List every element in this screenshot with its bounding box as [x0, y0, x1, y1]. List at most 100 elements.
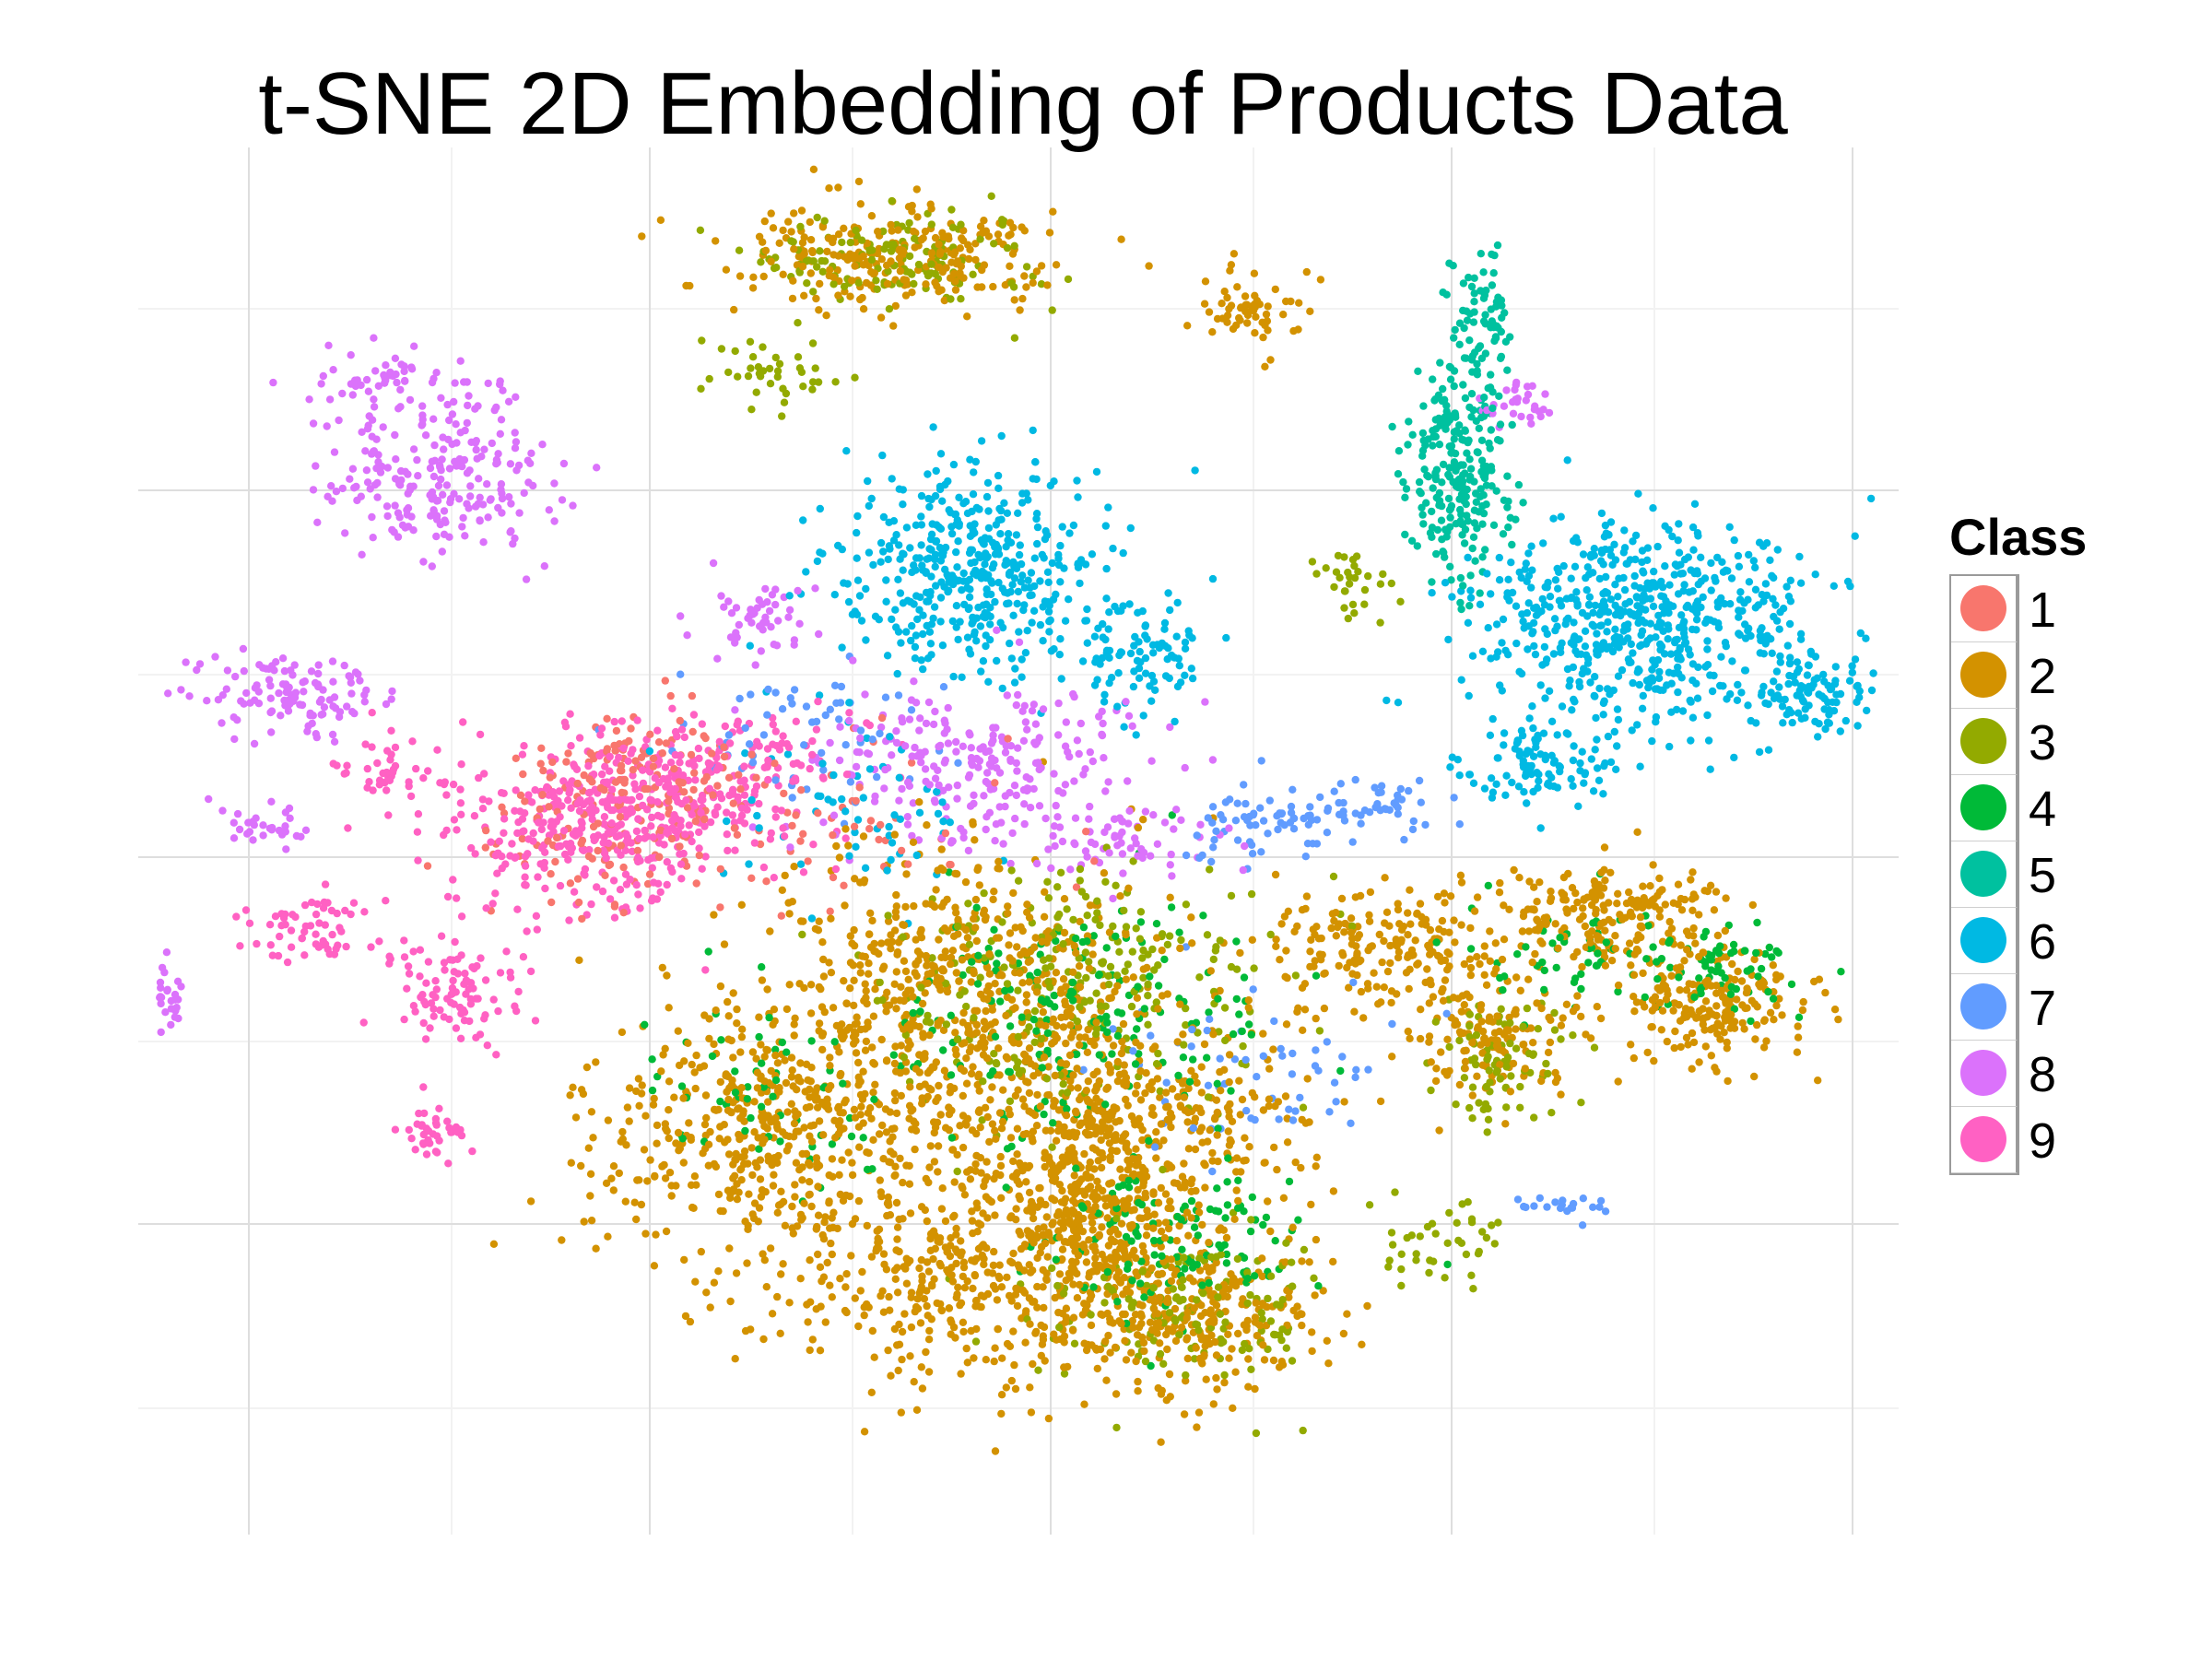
data-point-class-8	[1019, 736, 1029, 745]
data-point-class-6	[1023, 627, 1031, 635]
data-point-class-2	[1359, 1014, 1368, 1022]
data-point-class-2	[1323, 1336, 1332, 1346]
data-point-class-6	[785, 592, 794, 600]
data-point-class-1	[771, 759, 779, 768]
data-point-class-6	[1098, 653, 1107, 663]
data-point-class-2	[1573, 898, 1582, 907]
data-point-class-2	[1117, 1219, 1126, 1228]
data-point-class-8	[497, 480, 506, 488]
data-point-class-8	[229, 834, 239, 842]
data-point-class-2	[1086, 1182, 1095, 1191]
data-point-class-6	[802, 568, 810, 576]
data-point-class-3	[1101, 877, 1110, 886]
data-point-class-2	[1197, 1088, 1206, 1097]
data-point-class-8	[995, 803, 1004, 811]
data-point-class-2	[1676, 1017, 1685, 1025]
data-point-class-2	[763, 985, 771, 994]
data-point-class-2	[1141, 1189, 1149, 1198]
data-point-class-3	[1458, 1200, 1466, 1208]
data-point-class-2	[1097, 1163, 1106, 1172]
data-point-class-2	[649, 1100, 658, 1109]
data-point-class-8	[230, 735, 239, 744]
data-point-class-2	[924, 1368, 934, 1376]
data-point-class-2	[1677, 906, 1687, 914]
data-point-class-8	[324, 492, 332, 500]
data-point-class-8	[239, 644, 248, 653]
data-point-class-3	[910, 279, 918, 288]
data-point-class-2	[1085, 964, 1094, 972]
data-point-class-8	[524, 456, 532, 465]
data-point-class-4	[1240, 1207, 1248, 1216]
data-point-class-9	[426, 1024, 434, 1032]
data-point-class-2	[1277, 920, 1286, 928]
data-point-class-2	[815, 1117, 824, 1125]
data-point-class-9	[519, 953, 528, 961]
data-point-class-5	[1429, 375, 1437, 383]
data-point-class-5	[1419, 402, 1428, 410]
data-point-class-2	[1100, 869, 1109, 877]
data-point-class-6	[895, 541, 903, 549]
data-point-class-9	[488, 900, 497, 908]
data-point-class-9	[453, 894, 461, 902]
data-point-class-2	[1250, 269, 1259, 277]
data-point-class-4	[1248, 1193, 1257, 1202]
data-point-class-2	[1016, 1194, 1024, 1204]
data-point-class-4	[1614, 987, 1622, 996]
data-point-class-4	[1223, 1201, 1232, 1209]
data-point-class-8	[428, 562, 436, 571]
data-point-class-8	[1181, 763, 1189, 772]
data-point-class-2	[1103, 1083, 1112, 1092]
data-point-class-2	[759, 1335, 768, 1344]
data-point-class-9	[281, 921, 289, 929]
data-point-class-8	[286, 814, 294, 822]
data-point-class-2	[653, 1139, 661, 1147]
data-point-class-2	[910, 1378, 918, 1386]
data-point-class-6	[1745, 578, 1754, 586]
data-point-class-6	[853, 554, 861, 562]
data-point-class-9	[677, 822, 685, 830]
data-point-class-6	[1147, 697, 1156, 705]
data-point-class-2	[980, 1254, 988, 1263]
data-point-class-4	[1089, 932, 1099, 940]
data-point-class-7	[1259, 817, 1268, 825]
data-point-class-3	[759, 367, 768, 375]
data-point-class-5	[1478, 520, 1487, 528]
data-point-class-2	[799, 917, 807, 925]
data-point-class-6	[940, 565, 949, 574]
data-point-class-5	[1466, 571, 1475, 580]
data-point-class-4	[947, 1071, 956, 1079]
data-point-class-2	[1054, 1106, 1064, 1114]
data-point-class-9	[456, 785, 465, 794]
data-point-class-7	[1256, 804, 1265, 812]
data-point-class-8	[345, 672, 353, 680]
data-point-class-1	[676, 716, 684, 725]
data-point-class-2	[653, 1121, 662, 1130]
data-point-class-9	[328, 930, 336, 939]
data-point-class-2	[1138, 1241, 1147, 1251]
data-point-class-8	[957, 824, 965, 833]
data-point-class-2	[806, 236, 816, 244]
data-point-class-9	[570, 888, 579, 896]
data-point-class-2	[1097, 1135, 1105, 1145]
data-point-class-2	[1380, 936, 1388, 946]
data-point-class-2	[1335, 961, 1343, 971]
data-point-class-6	[1558, 702, 1567, 711]
data-point-class-2	[1700, 887, 1709, 895]
data-point-class-2	[1010, 296, 1018, 304]
data-point-class-2	[661, 1120, 669, 1128]
data-point-class-7	[1323, 829, 1332, 837]
data-point-class-2	[764, 1098, 772, 1106]
data-point-class-3	[1282, 1239, 1290, 1247]
data-point-class-2	[1132, 1089, 1140, 1098]
data-point-class-6	[1047, 647, 1056, 655]
data-point-class-8	[877, 723, 886, 732]
data-point-class-6	[1528, 566, 1536, 574]
data-point-class-9	[470, 812, 479, 820]
data-point-class-6	[1534, 783, 1542, 792]
data-point-class-3	[1177, 935, 1185, 945]
data-point-class-6	[1018, 673, 1026, 681]
data-point-class-9	[429, 991, 437, 999]
data-point-class-8	[1030, 784, 1038, 794]
data-point-class-3	[771, 353, 780, 362]
data-point-class-6	[1791, 678, 1799, 687]
